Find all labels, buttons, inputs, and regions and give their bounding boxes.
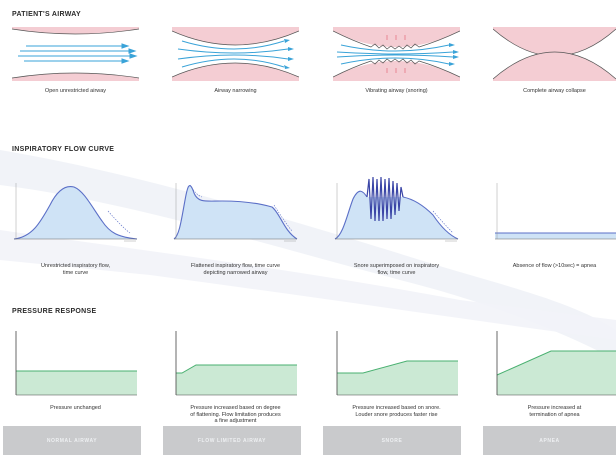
pressure-panel-normal [12,327,139,399]
footer-tab-apnea[interactable]: APNEA [483,426,616,455]
footer-tab-flow-limited[interactable]: FLOW LIMITED AIRWAY [163,426,301,455]
pressure-caption-normal: Pressure unchanged [50,405,101,411]
flow-caption-unrestricted: Unrestricted inspiratory flow, time curve [40,263,111,276]
airway-caption-collapse: Complete airway collapse [523,88,586,94]
flow-caption-snore: Snore superimposed on inspiratory flow, t… [353,263,440,276]
airway-panel-collapse [493,27,616,81]
pressure-caption-snore: Pressure increased based on snore. Louder… [352,405,441,418]
pressure-panel-snore [333,327,460,399]
airway-panel-narrowing [172,27,299,81]
airway-caption-open: Open unrestricted airway [44,88,107,94]
flow-panel-flattened [172,175,299,257]
pressure-section-title: PRESSURE RESPONSE [12,308,97,315]
footer-tab-snore[interactable]: SNORE [323,426,461,455]
flow-caption-apnea: Absence of flow (>10sec) = apnea [512,263,597,269]
airway-panel-open [12,27,139,81]
airway-caption-vibrating: Vibrating airway (snoring) [365,88,428,94]
airway-caption-narrowing: Airway narrowing [214,88,257,94]
pressure-caption-apnea: Pressure increased at termination of apne… [527,405,582,418]
flow-panel-apnea [493,175,616,257]
airway-panel-vibrating [333,27,460,81]
flow-panel-snore [333,175,460,257]
flow-caption-flattened: Flattened inspiratory flow, time curve de… [190,263,281,276]
flow-section-title: INSPIRATORY FLOW CURVE [12,146,115,153]
airway-section-title: PATIENT'S AIRWAY [12,11,81,18]
flow-panel-unrestricted [12,175,139,257]
pressure-panel-apnea [493,327,616,399]
pressure-caption-flow-limited: Pressure increased based on degree of fla… [190,405,281,424]
footer-tab-normal[interactable]: NORMAL AIRWAY [3,426,141,455]
pressure-panel-flow-limited [172,327,299,399]
